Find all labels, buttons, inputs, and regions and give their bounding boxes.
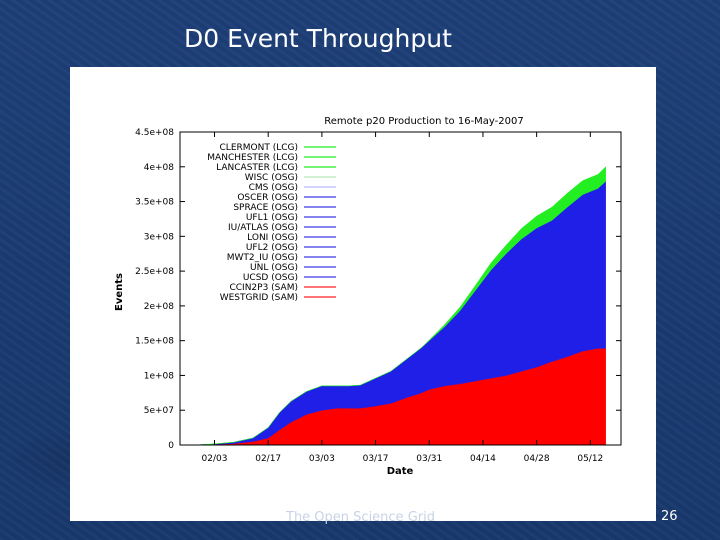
legend-label: CLERMONT (LCG) <box>220 143 298 153</box>
x-tick-label: 03/03 <box>309 454 335 464</box>
legend-label: MWT2_IU (OSG) <box>227 253 298 263</box>
x-tick-label: 02/17 <box>255 454 281 464</box>
legend-entry: UCSD (OSG) <box>243 273 336 283</box>
y-tick-label: 4e+08 <box>144 163 175 173</box>
y-tick-label: 3.5e+08 <box>135 198 174 208</box>
y-axis-label: Events <box>114 273 125 311</box>
legend-label: MANCHESTER (LCG) <box>207 153 298 163</box>
footer-text: The Open Science Grid <box>286 510 435 525</box>
x-tick-label: 03/31 <box>416 454 442 464</box>
legend-entry: SPRACE (OSG) <box>233 203 336 213</box>
legend-entry: WESTGRID (SAM) <box>220 293 336 303</box>
legend-label: OSCER (OSG) <box>237 193 298 203</box>
legend-entry: UFL1 (OSG) <box>246 213 336 223</box>
legend-entry: OSCER (OSG) <box>237 193 336 203</box>
legend-label: UFL2 (OSG) <box>246 243 298 253</box>
y-tick-label: 5e+07 <box>144 406 174 416</box>
legend-entry: CCIN2P3 (SAM) <box>229 283 336 293</box>
legend-entry: WISC (OSG) <box>245 173 336 183</box>
y-tick-label: 1e+08 <box>144 371 175 381</box>
x-tick-label: 03/17 <box>363 454 389 464</box>
x-tick-label: 04/28 <box>524 454 550 464</box>
throughput-chart: Remote p20 Production to 16-May-2007 0 5e… <box>114 116 622 477</box>
legend-label: UNL (OSG) <box>250 263 298 273</box>
y-tick-label: 1.5e+08 <box>135 337 174 347</box>
y-tick-label: 4.5e+08 <box>135 128 174 138</box>
legend-entry: CMS (OSG) <box>249 183 336 193</box>
legend-entry: IU/ATLAS (OSG) <box>228 223 336 233</box>
area-layer <box>195 166 606 446</box>
x-tick-label: 05/12 <box>577 454 603 464</box>
x-axis: 02/03 02/17 03/03 03/17 03/31 04/14 04/28 05/12 <box>202 132 603 464</box>
chart-title: Remote p20 Production to 16-May-2007 <box>324 116 524 127</box>
y-tick-label: 2.5e+08 <box>135 267 174 277</box>
legend-label: CCIN2P3 (SAM) <box>229 283 298 293</box>
legend-entry: MANCHESTER (LCG) <box>207 153 336 163</box>
legend-entry: LONI (OSG) <box>247 233 336 243</box>
x-tick-label: 02/03 <box>202 454 228 464</box>
legend-label: UCSD (OSG) <box>243 273 298 283</box>
y-tick-label: 2e+08 <box>144 302 175 312</box>
legend-label: WISC (OSG) <box>245 173 298 183</box>
legend-entry: UNL (OSG) <box>250 263 336 273</box>
x-tick-label: 04/14 <box>470 454 496 464</box>
y-tick-label: 3e+08 <box>144 232 175 242</box>
chart-panel: Remote p20 Production to 16-May-2007 0 5e… <box>70 67 656 521</box>
legend-entry: LANCASTER (LCG) <box>216 163 336 173</box>
legend-label: WESTGRID (SAM) <box>220 293 298 303</box>
legend: CLERMONT (LCG)MANCHESTER (LCG)LANCASTER … <box>207 143 336 303</box>
slide-title: D0 Event Throughput <box>184 24 452 53</box>
legend-label: LONI (OSG) <box>247 233 298 243</box>
area-series-2 <box>195 166 606 446</box>
legend-entry: MWT2_IU (OSG) <box>227 253 336 263</box>
plot-frame <box>179 131 622 446</box>
legend-label: LANCASTER (LCG) <box>216 163 298 173</box>
legend-label: UFL1 (OSG) <box>246 213 298 223</box>
legend-label: CMS (OSG) <box>249 183 298 193</box>
legend-entry: UFL2 (OSG) <box>246 243 336 253</box>
y-tick-label: 0 <box>168 441 174 451</box>
legend-label: IU/ATLAS (OSG) <box>228 223 298 233</box>
y-axis: 0 5e+07 1e+08 1.5e+08 2e+08 2.5e+08 3e+08 3.5e+… <box>135 128 621 451</box>
x-axis-label: Date <box>387 466 414 477</box>
slide-number: 26 <box>661 509 678 524</box>
legend-label: SPRACE (OSG) <box>233 203 298 213</box>
legend-entry: CLERMONT (LCG) <box>220 143 336 153</box>
